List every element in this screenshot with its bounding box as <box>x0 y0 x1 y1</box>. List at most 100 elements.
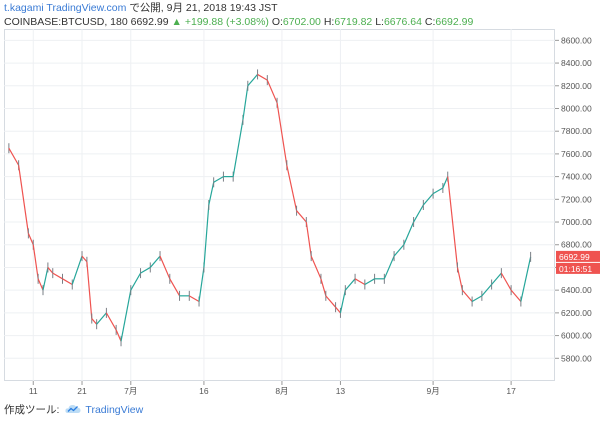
price-segment <box>339 290 346 313</box>
price-segment <box>510 289 522 302</box>
price-segment <box>242 85 249 120</box>
price-segment <box>422 193 434 206</box>
low-value: 6676.64 <box>383 16 422 28</box>
high-label: H: <box>323 16 335 28</box>
price-segment <box>91 318 98 325</box>
price-segment <box>491 272 502 285</box>
price-segment <box>149 255 161 268</box>
countdown-badge-label: 01:16:51 <box>559 264 592 274</box>
high-value: 6719.82 <box>334 16 373 28</box>
chart-grid <box>4 29 555 381</box>
price-segment <box>432 187 444 195</box>
x-tick-label: 8月 <box>275 386 288 396</box>
y-tick-label: 8200.00 <box>561 81 592 91</box>
price-segment <box>188 295 200 303</box>
y-tick-label: 8400.00 <box>561 58 592 68</box>
price-segment <box>296 210 307 223</box>
y-tick-label: 7200.00 <box>561 194 592 204</box>
price-segment <box>276 102 288 166</box>
price-segment <box>232 119 244 177</box>
price-segment <box>213 176 224 183</box>
price-segment <box>115 329 122 342</box>
x-tick-label: 17 <box>506 386 516 396</box>
price-segment <box>71 255 83 285</box>
price-segment <box>62 278 73 286</box>
price-segment <box>159 255 171 280</box>
price-segment <box>286 165 298 211</box>
price-segment <box>461 289 473 302</box>
price-segment <box>335 306 341 314</box>
open-value: 6702.00 <box>282 16 321 28</box>
price-segment <box>471 295 483 303</box>
price-segment <box>27 233 34 245</box>
price-segment <box>520 256 532 302</box>
open-label: O: <box>271 16 283 28</box>
countdown-badge <box>556 262 600 274</box>
price-segment <box>203 204 210 268</box>
y-axis: 5800.006000.006200.006400.006600.006800.… <box>555 35 592 363</box>
price-segment <box>257 73 268 81</box>
y-tick-label: 7000.00 <box>561 217 592 227</box>
price-segment <box>208 182 215 206</box>
footer-label: 作成ツール: <box>4 404 60 416</box>
low-label: L: <box>375 16 384 28</box>
price-segment <box>18 165 29 234</box>
price-chart[interactable]: 5800.006000.006200.006400.006600.006800.… <box>0 0 600 400</box>
chart-frame <box>4 29 555 381</box>
price-badge <box>556 250 600 262</box>
author-link[interactable]: t.kagami <box>4 2 44 14</box>
candles <box>8 69 532 347</box>
x-tick-label: 11 <box>29 386 38 396</box>
price-segment <box>47 267 54 274</box>
footer: 作成ツール: TradingView <box>4 402 143 417</box>
x-axis: 11 21 7月 16 8月 13 9月 17 <box>29 381 516 396</box>
change-value: +199.88 (+3.08%) <box>184 16 269 28</box>
y-tick-label: 7400.00 <box>561 172 592 182</box>
price-segment <box>120 290 132 342</box>
price-segment <box>266 79 278 104</box>
x-tick-label: 21 <box>77 386 87 396</box>
price-segment <box>320 278 327 297</box>
close-label: C: <box>424 16 436 28</box>
price-segment <box>354 278 366 286</box>
x-tick-label: 7月 <box>124 386 137 396</box>
header-line-2: COINBASE:BTCUSD, 180 6692.99 ▲ +199.88 (… <box>4 15 596 29</box>
price-segment <box>383 255 395 280</box>
price-segment <box>96 312 107 325</box>
y-tick-label: 8000.00 <box>561 103 592 113</box>
price-segment <box>169 278 181 297</box>
tradingview-cloud-icon[interactable] <box>65 403 81 417</box>
price-badge-label: 6692.99 <box>559 252 590 262</box>
price-segment <box>86 261 93 319</box>
price-segment <box>364 278 375 286</box>
site-link[interactable]: TradingView.com <box>46 2 127 14</box>
price-segment <box>247 74 259 87</box>
price-segment <box>32 244 39 279</box>
price-segment <box>305 221 312 257</box>
price-segment <box>37 278 44 291</box>
footer-brand[interactable]: TradingView <box>85 403 144 416</box>
chart-header: t.kagami TradingView.com で公開, 9月 21, 201… <box>4 1 596 29</box>
price-segment <box>325 295 337 308</box>
price-segment <box>310 255 322 280</box>
price-segment <box>393 244 405 257</box>
price-segment <box>42 267 49 291</box>
price-segment <box>481 284 493 297</box>
y-tick-label: 7600.00 <box>561 149 592 159</box>
symbol-label: COINBASE:BTCUSD, 180 <box>4 16 128 28</box>
price-segment <box>447 176 459 268</box>
price-segment <box>52 272 63 280</box>
y-tick-label: 7800.00 <box>561 126 592 136</box>
y-tick-label: 6800.00 <box>561 240 592 250</box>
y-tick-label: 5800.00 <box>561 353 592 363</box>
price-badges: 6692.99 01:16:51 <box>556 250 600 274</box>
price-segment <box>344 278 356 291</box>
price-segment <box>130 272 142 291</box>
price-segment <box>442 176 449 189</box>
up-arrow-icon: ▲ <box>171 16 182 28</box>
price-segment <box>140 266 151 274</box>
y-tick-label: 6000.00 <box>561 331 592 341</box>
price-segment <box>500 272 512 291</box>
y-tick-label: 6200.00 <box>561 308 592 318</box>
price-segment <box>105 312 117 331</box>
